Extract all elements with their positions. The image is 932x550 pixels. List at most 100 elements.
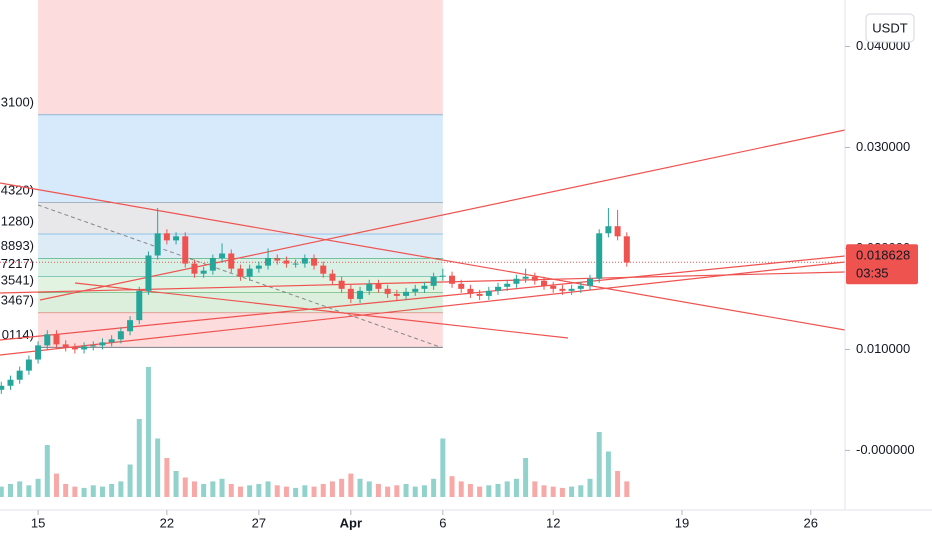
volume-bar bbox=[118, 481, 124, 497]
candle-body bbox=[71, 347, 78, 350]
candle-body bbox=[154, 233, 161, 256]
volume-bar bbox=[311, 486, 317, 497]
candle-body bbox=[329, 273, 336, 281]
candle-body bbox=[191, 263, 198, 274]
volume-bar bbox=[458, 481, 464, 497]
volume-bar bbox=[81, 487, 87, 497]
x-tick-label: Apr bbox=[340, 515, 362, 530]
volume-bar bbox=[237, 486, 243, 497]
candle-body bbox=[301, 258, 308, 264]
candle-body bbox=[44, 334, 51, 346]
volume-bar bbox=[467, 484, 473, 497]
volume-bar bbox=[578, 485, 584, 497]
volume-bar bbox=[256, 484, 262, 497]
candle-body bbox=[209, 258, 216, 271]
volume-bar bbox=[477, 486, 483, 497]
volume-bar bbox=[44, 445, 50, 497]
volume-bar bbox=[265, 481, 271, 497]
candle-body bbox=[16, 370, 23, 380]
trend-line bbox=[0, 271, 846, 294]
volume-layer bbox=[0, 367, 630, 497]
x-tick-label: 22 bbox=[160, 515, 174, 530]
candle-body bbox=[320, 265, 327, 274]
price-badge bbox=[846, 244, 918, 285]
x-tick-label: 15 bbox=[31, 515, 45, 530]
volume-bar bbox=[173, 471, 179, 497]
candle-body bbox=[577, 285, 584, 289]
candle-body bbox=[614, 226, 621, 237]
currency-button[interactable] bbox=[865, 13, 915, 43]
candle-body bbox=[559, 288, 566, 291]
axes: 0.0400000.0300000.0200000.010000-0.00000… bbox=[31, 38, 918, 530]
fib-zone bbox=[38, 115, 443, 203]
candle-body bbox=[228, 253, 235, 269]
candle-body bbox=[357, 290, 364, 299]
volume-bar bbox=[17, 481, 23, 497]
fib-zone bbox=[38, 202, 443, 235]
candle-body bbox=[274, 258, 281, 261]
candle-body bbox=[311, 258, 318, 266]
fib-label: 3100) bbox=[1, 95, 34, 110]
currency[interactable]: USDT bbox=[872, 20, 907, 35]
volume-bar bbox=[559, 487, 565, 497]
candle-body bbox=[421, 285, 428, 289]
volume-bar bbox=[605, 451, 611, 497]
candle-body bbox=[513, 278, 520, 284]
volume-bar bbox=[145, 367, 151, 497]
fib-label: 7217) bbox=[1, 256, 34, 271]
fib-zones: 3100) 4320) 1280) 8893) 7217)3541) 3467) 0114) bbox=[1, 0, 443, 348]
trend-line bbox=[0, 182, 846, 331]
candle-body bbox=[53, 334, 60, 345]
x-tick-label: 26 bbox=[804, 515, 818, 530]
fib-zone bbox=[38, 234, 443, 259]
candle-body bbox=[35, 345, 42, 360]
volume-bar bbox=[523, 458, 529, 497]
fib-label: 3541) bbox=[1, 272, 34, 287]
volume-bar bbox=[72, 486, 78, 497]
volume-bar bbox=[247, 485, 253, 497]
volume-bar bbox=[0, 486, 4, 497]
candle-body bbox=[0, 385, 5, 390]
candle-body bbox=[449, 275, 456, 284]
volume-bar bbox=[26, 485, 32, 497]
volume-bar bbox=[394, 485, 400, 497]
candle-body bbox=[587, 278, 594, 286]
volume-bar bbox=[155, 438, 161, 497]
candle-body bbox=[541, 280, 548, 286]
volume-bar bbox=[63, 484, 69, 497]
candle-body bbox=[605, 226, 612, 234]
fib-label: 8893) bbox=[1, 238, 34, 253]
x-tick-label: 19 bbox=[675, 515, 689, 530]
volume-bar bbox=[228, 484, 234, 497]
candle-body bbox=[467, 288, 474, 294]
fib-label: 1280) bbox=[1, 214, 34, 229]
candle-body bbox=[550, 285, 557, 289]
candle-body bbox=[412, 288, 419, 292]
volume-bar bbox=[385, 486, 391, 497]
volume-bar bbox=[201, 484, 207, 497]
candle-body bbox=[596, 233, 603, 279]
volume-bar bbox=[403, 484, 409, 497]
candle-body bbox=[25, 359, 32, 371]
volume-bar bbox=[302, 485, 308, 497]
volume-bar bbox=[283, 486, 289, 497]
y-tick-label: -0.000000 bbox=[856, 442, 915, 457]
candle-body bbox=[7, 379, 14, 386]
fib-zone bbox=[38, 0, 443, 116]
candle-body bbox=[568, 288, 575, 291]
candle-body bbox=[173, 236, 180, 241]
candle-body bbox=[338, 280, 345, 289]
volume-bar bbox=[624, 481, 630, 497]
volume-bar bbox=[357, 478, 363, 497]
volume-bar bbox=[513, 478, 519, 497]
volume-bar bbox=[541, 485, 547, 497]
candle-body bbox=[90, 345, 97, 347]
candle-body bbox=[393, 293, 400, 296]
candle-body bbox=[623, 236, 630, 263]
trend-line bbox=[74, 282, 569, 339]
volume-bar bbox=[320, 484, 326, 497]
trend-line bbox=[39, 129, 846, 301]
volume-bar bbox=[90, 485, 96, 497]
candle-body bbox=[237, 268, 244, 277]
volume-bar bbox=[431, 478, 437, 497]
